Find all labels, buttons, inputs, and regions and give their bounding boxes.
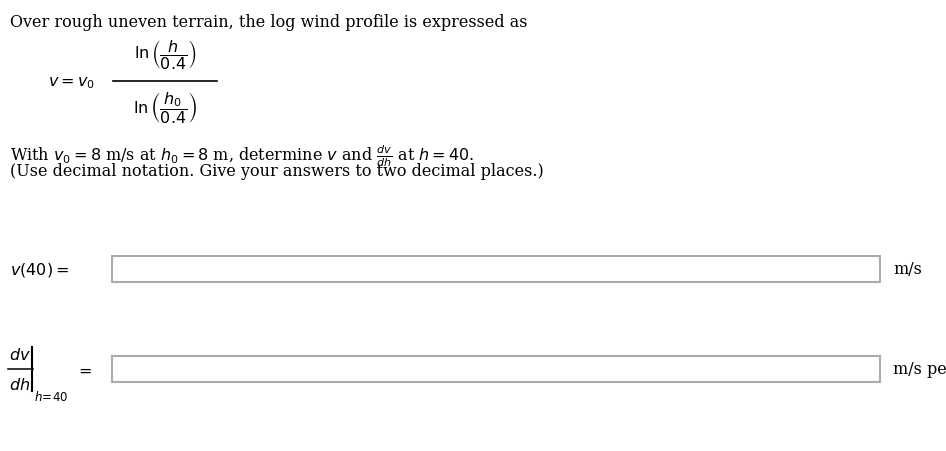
Text: m/s: m/s xyxy=(893,261,921,278)
Text: $\mathrm{ln}\,\left(\dfrac{h_0}{0.4}\right)$: $\mathrm{ln}\,\left(\dfrac{h_0}{0.4}\rig… xyxy=(133,90,197,125)
Text: $=$: $=$ xyxy=(75,361,92,377)
Text: With $v_0 = 8$ m/s at $h_0 = 8$ m, determine $v$ and $\frac{dv}{dh}$ at $h = 40$: With $v_0 = 8$ m/s at $h_0 = 8$ m, deter… xyxy=(10,143,475,168)
Text: $h\!=\!40$: $h\!=\!40$ xyxy=(34,389,68,403)
Text: (Use decimal notation. Give your answers to two decimal places.): (Use decimal notation. Give your answers… xyxy=(10,163,544,179)
Text: $v = v_0$: $v = v_0$ xyxy=(48,74,95,90)
FancyBboxPatch shape xyxy=(112,356,880,382)
Text: m/s per m: m/s per m xyxy=(893,361,946,377)
Text: Over rough uneven terrain, the log wind profile is expressed as: Over rough uneven terrain, the log wind … xyxy=(10,14,528,31)
Text: $\mathrm{ln}\,\left(\dfrac{h}{0.4}\right)$: $\mathrm{ln}\,\left(\dfrac{h}{0.4}\right… xyxy=(133,38,196,71)
Text: $dh$: $dh$ xyxy=(9,376,30,393)
Text: $dv$: $dv$ xyxy=(9,346,31,363)
Text: $v(40) =$: $v(40) =$ xyxy=(10,260,69,278)
FancyBboxPatch shape xyxy=(112,257,880,282)
